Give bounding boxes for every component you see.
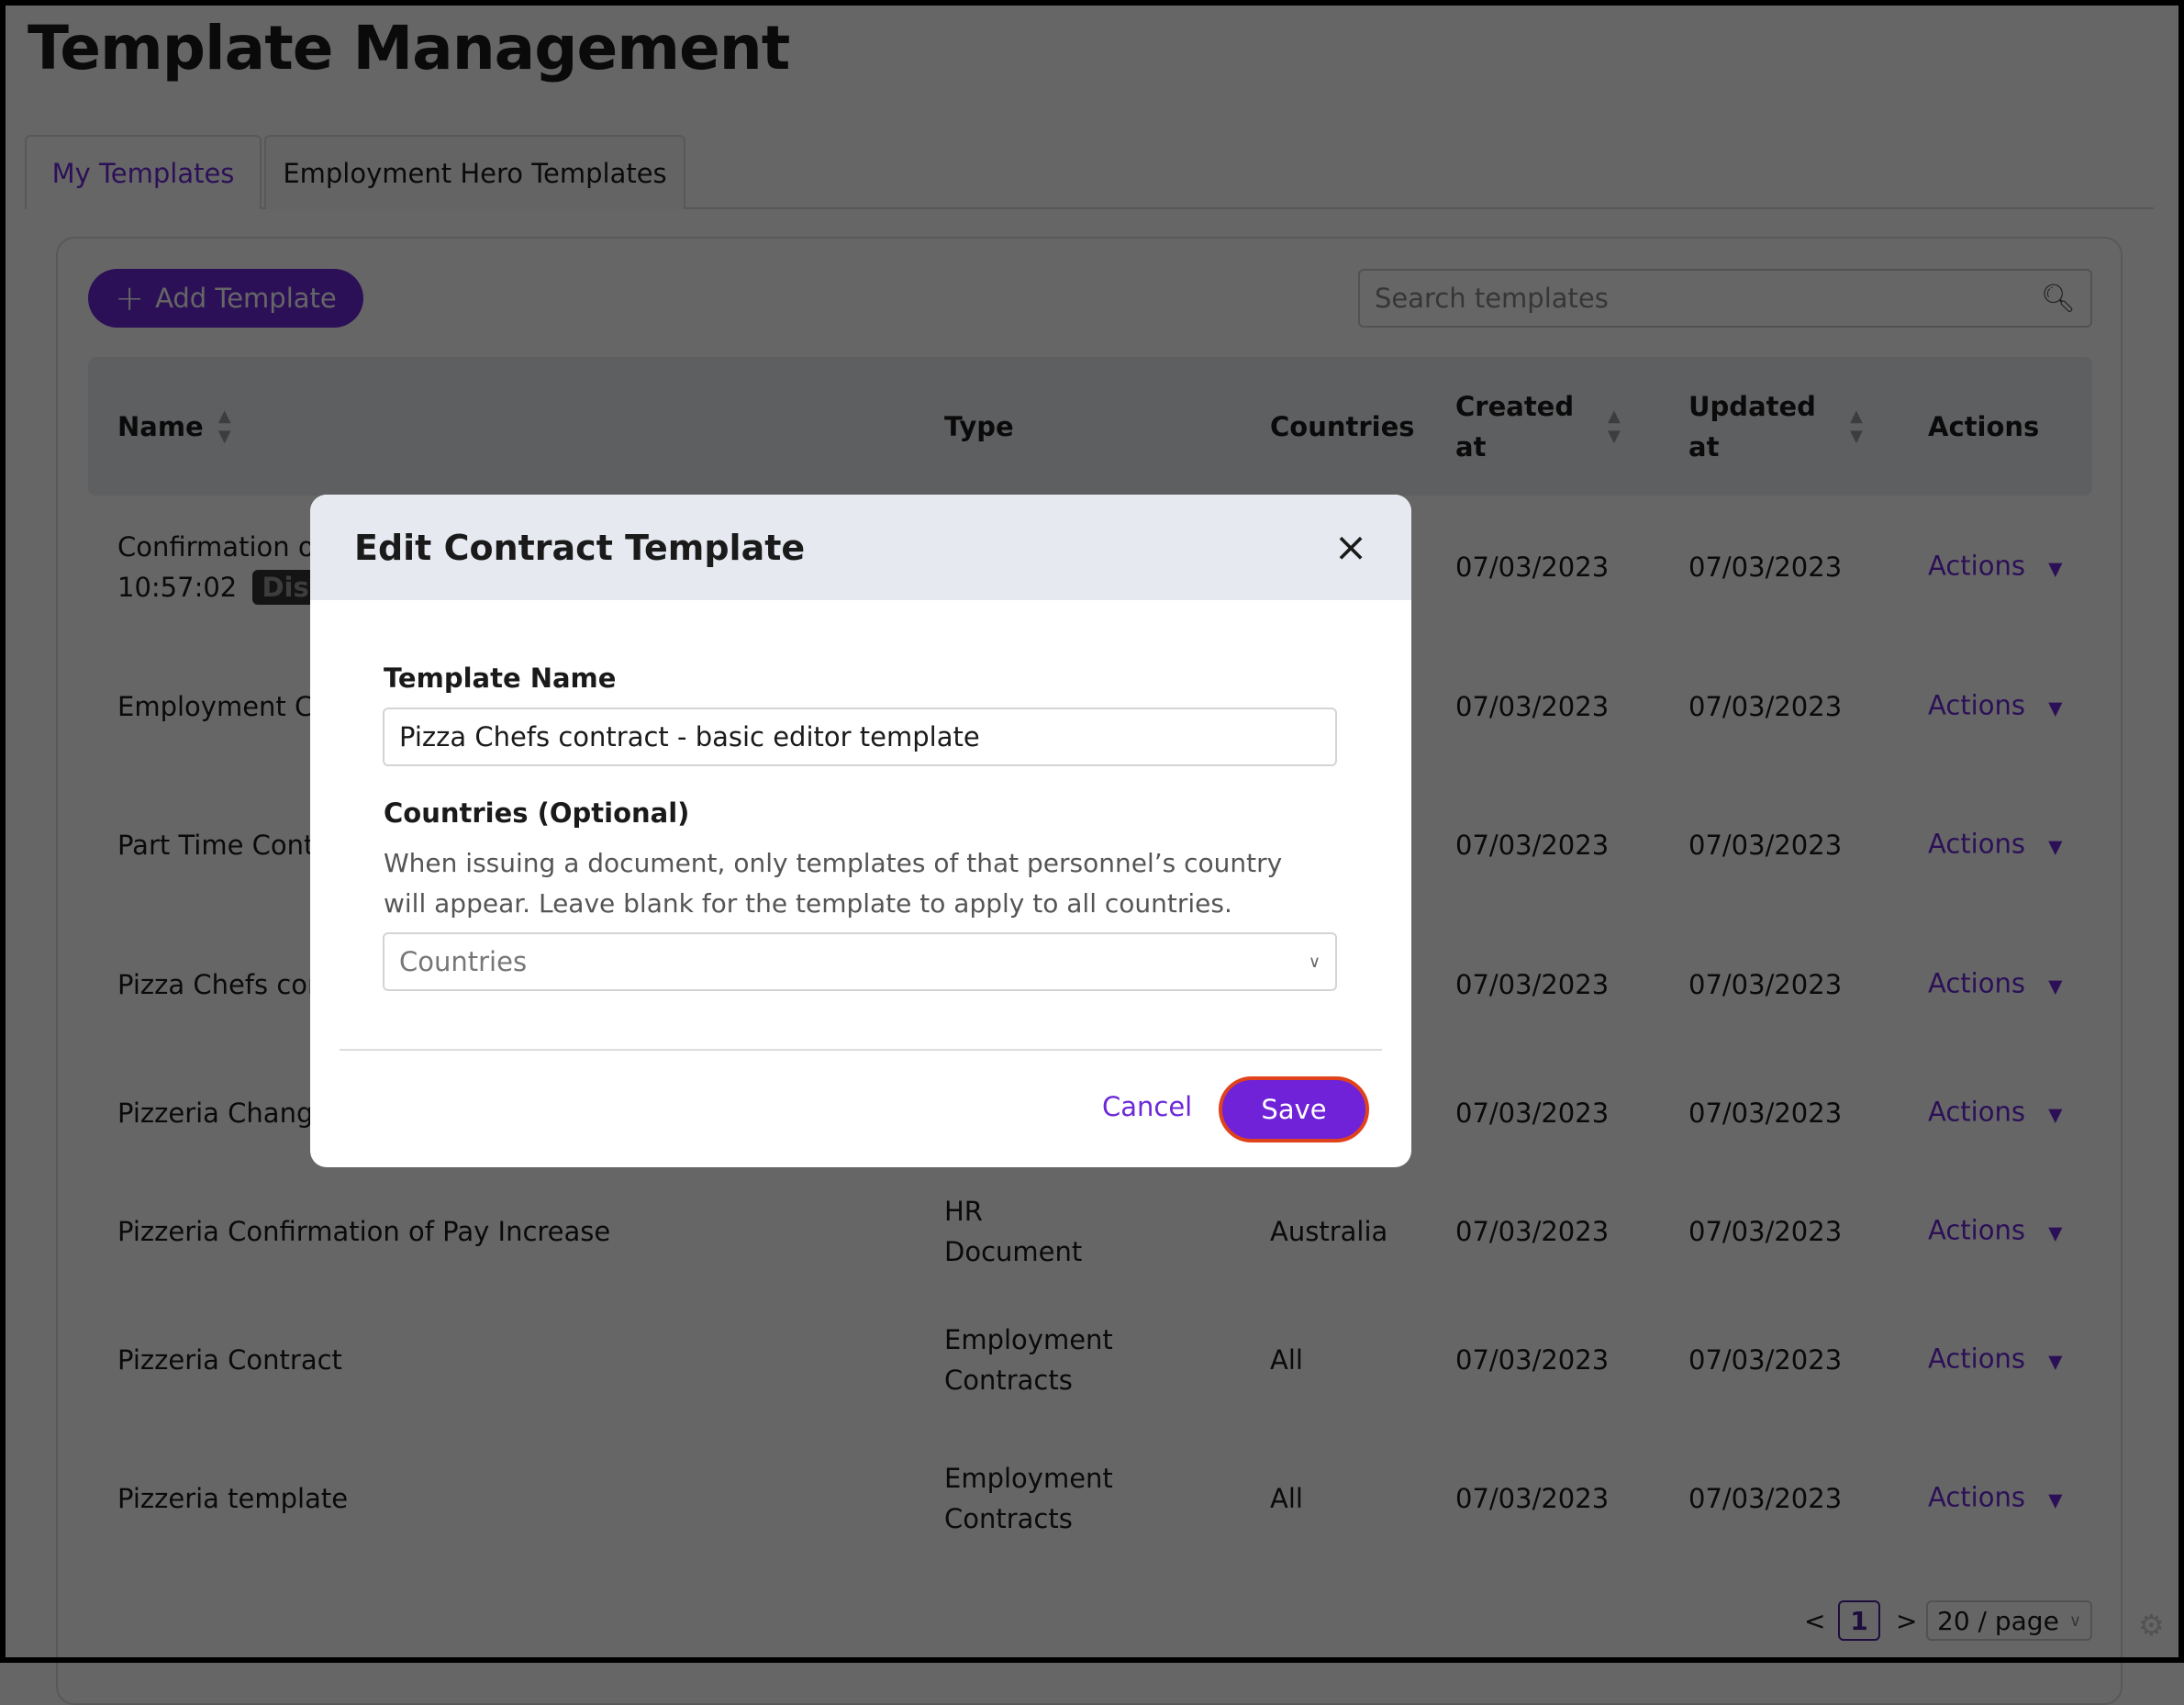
caret-down-icon: ▼ xyxy=(2048,557,2063,580)
countries-select[interactable]: Countries ∨ xyxy=(383,932,1337,991)
gear-icon[interactable]: ⚙ xyxy=(2138,1608,2165,1643)
table-header: Name ▲ ▼ Type Countries Created at ▲ ▼ Updat… xyxy=(88,357,2092,496)
countries-placeholder: Countries xyxy=(399,946,528,977)
actions-dropdown[interactable]: Actions ▼ xyxy=(1928,546,2063,589)
header-name-label: Name xyxy=(117,410,204,442)
actions-dropdown[interactable]: Actions ▼ xyxy=(1928,1210,2063,1254)
caret-down-icon: ▼ xyxy=(2048,1103,2063,1126)
tab-divider xyxy=(25,207,2154,209)
sort-icon[interactable]: ▲ ▼ xyxy=(1850,406,1863,446)
prev-page-button[interactable]: < xyxy=(1804,1605,1826,1636)
cell-updated: 07/03/2023 xyxy=(1688,1344,1843,1376)
edit-template-modal: Edit Contract Template × Template Name P… xyxy=(310,495,1411,1167)
cell-created: 07/03/2023 xyxy=(1455,691,1610,722)
caret-down-icon: ▼ xyxy=(2048,696,2063,719)
sort-icon[interactable]: ▲ ▼ xyxy=(217,406,231,446)
actions-label: Actions xyxy=(1928,1481,2025,1513)
cell-created: 07/03/2023 xyxy=(1455,1216,1610,1247)
caret-down-icon: ▼ xyxy=(2048,1488,2063,1511)
actions-label: Actions xyxy=(1928,550,2025,582)
cell-updated: 07/03/2023 xyxy=(1688,969,1843,1000)
header-updated-label: Updated at xyxy=(1688,390,1816,462)
cell-name-line: 10:57:02 xyxy=(117,572,238,603)
cell-name: Pizzeria Contract xyxy=(117,1344,342,1376)
cell-countries: All xyxy=(1270,1483,1303,1514)
cell-name-line: Confirmation of xyxy=(117,531,324,563)
header-actions: Actions xyxy=(1928,410,2040,442)
template-name-label: Template Name xyxy=(384,663,617,694)
add-template-button[interactable]: + Add Template xyxy=(88,269,363,328)
actions-dropdown[interactable]: Actions ▼ xyxy=(1928,964,2063,1007)
chevron-down-icon: ∨ xyxy=(2068,1610,2081,1631)
page-title: Template Management xyxy=(28,13,790,84)
add-template-label: Add Template xyxy=(155,283,337,314)
actions-label: Actions xyxy=(1928,828,2025,860)
cell-created: 07/03/2023 xyxy=(1455,969,1610,1000)
actions-label: Actions xyxy=(1928,967,2025,999)
search-input[interactable]: Search templates 🔍︎ xyxy=(1358,269,2092,328)
search-placeholder: Search templates xyxy=(1375,283,1609,314)
countries-label: Countries (Optional) xyxy=(384,797,690,829)
sort-icon[interactable]: ▲ ▼ xyxy=(1608,406,1621,446)
actions-dropdown[interactable]: Actions ▼ xyxy=(1928,824,2063,867)
search-icon: 🔍︎ xyxy=(2040,282,2076,315)
cell-name: Pizzeria template xyxy=(117,1483,349,1514)
cell-name: Pizzeria Change xyxy=(117,1098,330,1129)
cell-created: 07/03/2023 xyxy=(1455,1344,1610,1376)
actions-dropdown[interactable]: Actions ▼ xyxy=(1928,1339,2063,1382)
actions-label: Actions xyxy=(1928,689,2025,721)
cell-created: 07/03/2023 xyxy=(1455,552,1610,583)
header-name[interactable]: Name ▲ ▼ xyxy=(117,357,231,496)
cell-name: Pizza Chefs con xyxy=(117,969,325,1000)
actions-dropdown[interactable]: Actions ▼ xyxy=(1928,1477,2063,1521)
countries-description: When issuing a document, only templates … xyxy=(384,848,1283,919)
actions-dropdown[interactable]: Actions ▼ xyxy=(1928,685,2063,729)
cell-updated: 07/03/2023 xyxy=(1688,830,1843,861)
cell-type: HR Document xyxy=(944,1196,1083,1267)
header-created-label: Created at xyxy=(1455,390,1575,462)
caret-down-icon: ▼ xyxy=(2048,1221,2063,1244)
caret-down-icon: ▼ xyxy=(2048,1350,2063,1373)
close-icon[interactable]: × xyxy=(1333,524,1368,571)
header-created[interactable]: Created at ▲ ▼ xyxy=(1455,357,1639,496)
next-page-button[interactable]: > xyxy=(1896,1605,1918,1636)
modal-divider xyxy=(340,1049,1382,1051)
cell-countries: Australia xyxy=(1270,1216,1388,1247)
cell-name: Pizzeria Confirmation of Pay Increase xyxy=(117,1216,611,1247)
cell-type: Employment Contracts xyxy=(944,1463,1113,1534)
template-name-input[interactable]: Pizza Chefs contract - basic editor temp… xyxy=(383,708,1337,766)
page-size-select[interactable]: 20 / page ∨ xyxy=(1926,1600,2092,1641)
cell-created: 07/03/2023 xyxy=(1455,1483,1610,1514)
page-1-button[interactable]: 1 xyxy=(1838,1600,1880,1641)
cell-updated: 07/03/2023 xyxy=(1688,1098,1843,1129)
cell-created: 07/03/2023 xyxy=(1455,830,1610,861)
header-type: Type xyxy=(944,410,1014,442)
actions-label: Actions xyxy=(1928,1343,2025,1375)
cell-created: 07/03/2023 xyxy=(1455,1098,1610,1129)
header-countries: Countries xyxy=(1270,410,1415,442)
page-size-value: 20 / page xyxy=(1937,1605,2059,1636)
actions-label: Actions xyxy=(1928,1214,2025,1246)
cell-countries: All xyxy=(1270,1344,1303,1376)
cell-updated: 07/03/2023 xyxy=(1688,1216,1843,1247)
modal-title: Edit Contract Template xyxy=(310,495,1411,600)
cell-name: Part Time Contr xyxy=(117,830,326,861)
cell-updated: 07/03/2023 xyxy=(1688,1483,1843,1514)
header-updated[interactable]: Updated at ▲ ▼ xyxy=(1688,357,1881,496)
cell-name: Employment Co xyxy=(117,691,329,722)
chevron-down-icon: ∨ xyxy=(1308,952,1320,972)
template-name-value: Pizza Chefs contract - basic editor temp… xyxy=(399,721,980,752)
caret-down-icon: ▼ xyxy=(2048,835,2063,858)
plus-icon: + xyxy=(115,278,145,318)
actions-label: Actions xyxy=(1928,1096,2025,1128)
caret-down-icon: ▼ xyxy=(2048,975,2063,997)
save-button[interactable]: Save xyxy=(1219,1076,1369,1142)
cell-updated: 07/03/2023 xyxy=(1688,552,1843,583)
tab-employment-hero-templates[interactable]: Employment Hero Templates xyxy=(264,135,685,209)
actions-dropdown[interactable]: Actions ▼ xyxy=(1928,1092,2063,1135)
cell-type: Employment Contracts xyxy=(944,1324,1113,1396)
cancel-button[interactable]: Cancel xyxy=(1102,1091,1193,1122)
tab-my-templates[interactable]: My Templates xyxy=(25,135,262,209)
cell-updated: 07/03/2023 xyxy=(1688,691,1843,722)
